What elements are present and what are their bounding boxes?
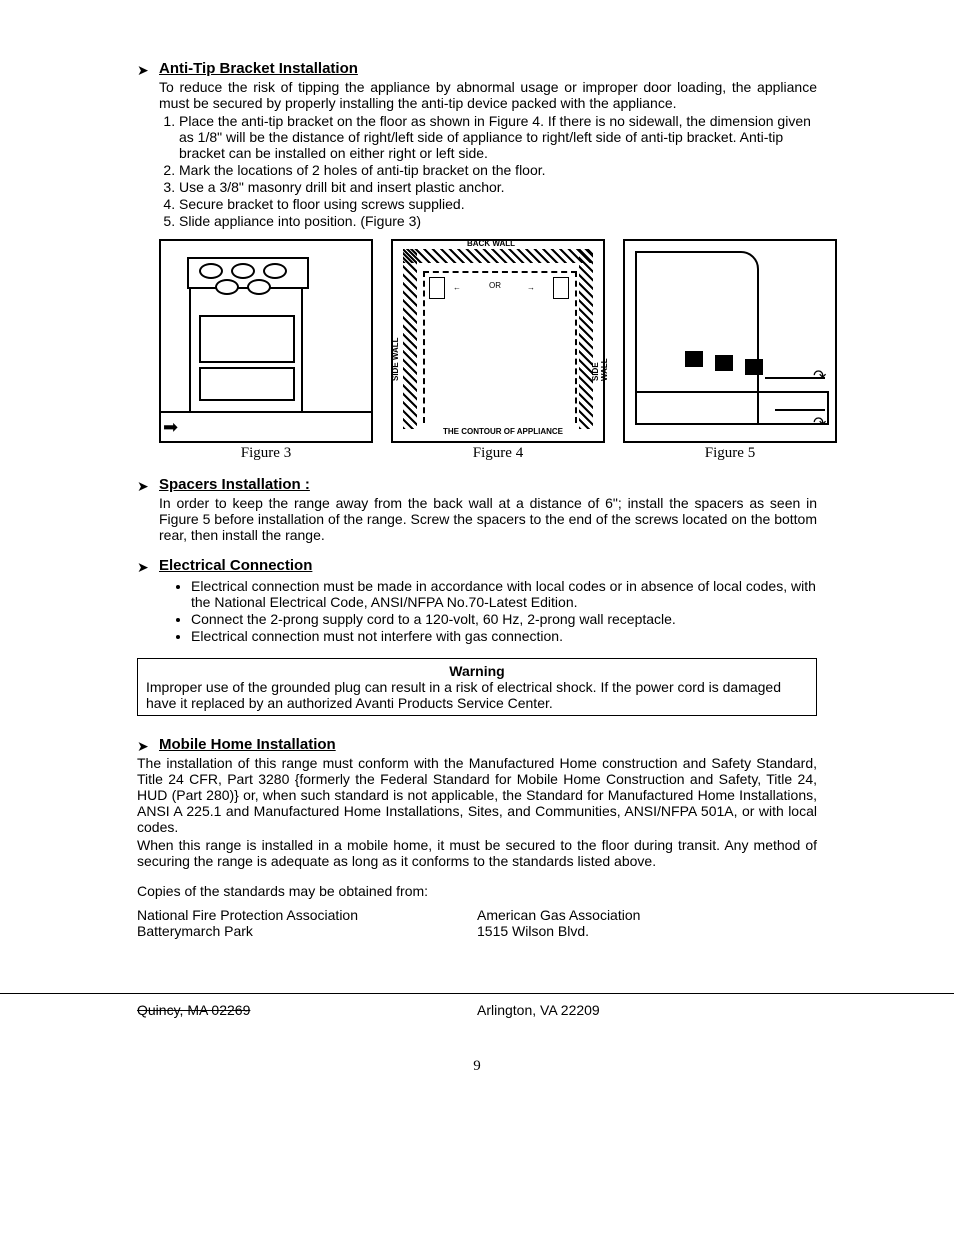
addr-line: 1515 Wilson Blvd. bbox=[477, 923, 817, 939]
section-antitip: ➤ Anti-Tip Bracket Installation To reduc… bbox=[137, 60, 817, 462]
addresses: National Fire Protection Association Bat… bbox=[137, 907, 817, 939]
figure-5: ↷ ↷ Figure 5 bbox=[623, 239, 837, 462]
electrical-bullets: Electrical connection must be made in ac… bbox=[173, 578, 817, 644]
label-side-wall-left: SIDE WALL bbox=[391, 337, 400, 381]
bullet-arrow-icon: ➤ bbox=[137, 62, 151, 79]
mobile-p1: The installation of this range must conf… bbox=[137, 755, 817, 835]
document-page: ➤ Anti-Tip Bracket Installation To reduc… bbox=[67, 0, 887, 993]
addr-line: Quincy, MA 02269 bbox=[137, 1002, 477, 1018]
list-item: Place the anti-tip bracket on the floor … bbox=[179, 113, 817, 161]
figure-caption: Figure 3 bbox=[241, 445, 291, 462]
list-item: Slide appliance into position. (Figure 3… bbox=[179, 213, 817, 229]
section-electrical: ➤ Electrical Connection Electrical conne… bbox=[137, 557, 817, 644]
address-aga: American Gas Association 1515 Wilson Blv… bbox=[477, 907, 817, 939]
warning-box: Warning Improper use of the grounded plu… bbox=[137, 658, 817, 716]
mobile-copies: Copies of the standards may be obtained … bbox=[137, 883, 817, 899]
addr-line: American Gas Association bbox=[477, 907, 817, 923]
figure-caption: Figure 4 bbox=[473, 445, 523, 462]
addr-line: National Fire Protection Association bbox=[137, 907, 477, 923]
figure-4: BACK WALL SIDE WALL SIDE WALL ← OR → THE… bbox=[391, 239, 605, 462]
list-item: Electrical connection must be made in ac… bbox=[191, 578, 817, 610]
page-number: 9 bbox=[137, 1058, 817, 1075]
rotate-arrow-icon: ↷ bbox=[813, 366, 826, 386]
address-nfpa: National Fire Protection Association Bat… bbox=[137, 907, 477, 939]
heading-antitip: Anti-Tip Bracket Installation bbox=[159, 60, 358, 77]
bullet-arrow-icon: ➤ bbox=[137, 559, 151, 576]
addr-line: Arlington, VA 22209 bbox=[477, 1002, 817, 1018]
addr-line: Batterymarch Park bbox=[137, 923, 477, 939]
antitip-steps: Place the anti-tip bracket on the floor … bbox=[159, 113, 817, 229]
horizontal-rule bbox=[0, 993, 954, 994]
spacers-body: In order to keep the range away from the… bbox=[159, 495, 817, 543]
figures-row: ➡ Figure 3 BACK WALL SIDE WALL SIDE WALL… bbox=[159, 239, 817, 462]
rotate-arrow-icon: ↷ bbox=[813, 413, 826, 433]
label-side-wall-right: SIDE WALL bbox=[591, 358, 609, 381]
section-mobile: ➤ Mobile Home Installation The installat… bbox=[137, 736, 817, 939]
list-item: Mark the locations of 2 holes of anti-ti… bbox=[179, 162, 817, 178]
warning-title: Warning bbox=[146, 663, 808, 679]
list-item: Use a 3/8" masonry drill bit and insert … bbox=[179, 179, 817, 195]
addresses-continued: Quincy, MA 02269 Arlington, VA 22209 bbox=[137, 1002, 817, 1018]
label-or: OR bbox=[489, 281, 501, 290]
bullet-arrow-icon: ➤ bbox=[137, 478, 151, 495]
bullet-arrow-icon: ➤ bbox=[137, 738, 151, 755]
label-back-wall: BACK WALL bbox=[467, 239, 515, 248]
list-item: Electrical connection must not interfere… bbox=[191, 628, 817, 644]
list-item: Secure bracket to floor using screws sup… bbox=[179, 196, 817, 212]
figure-3: ➡ Figure 3 bbox=[159, 239, 373, 462]
antitip-intro: To reduce the risk of tipping the applia… bbox=[159, 79, 817, 111]
heading-electrical: Electrical Connection bbox=[159, 557, 312, 574]
heading-mobile: Mobile Home Installation bbox=[159, 736, 336, 753]
heading-spacers: Spacers Installation : bbox=[159, 476, 310, 493]
label-contour: THE CONTOUR OF APPLIANCE bbox=[443, 427, 563, 436]
mobile-p2: When this range is installed in a mobile… bbox=[137, 837, 817, 869]
slide-arrow-icon: ➡ bbox=[163, 417, 178, 438]
warning-body: Improper use of the grounded plug can re… bbox=[146, 679, 808, 711]
section-spacers: ➤ Spacers Installation : In order to kee… bbox=[137, 476, 817, 543]
figure-caption: Figure 5 bbox=[705, 445, 755, 462]
list-item: Connect the 2-prong supply cord to a 120… bbox=[191, 611, 817, 627]
